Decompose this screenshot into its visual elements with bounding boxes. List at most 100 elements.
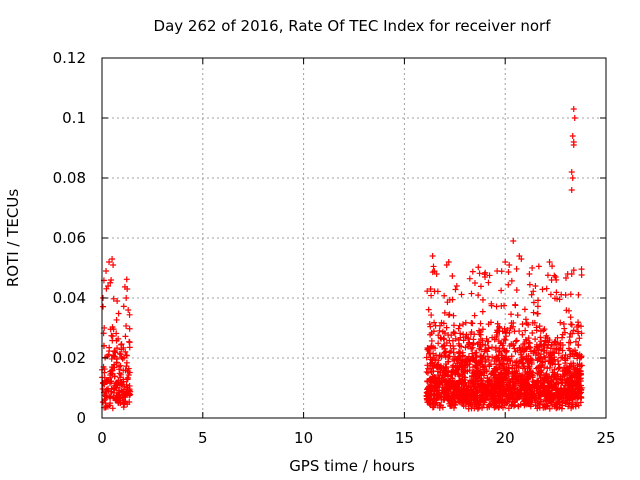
data-point	[430, 263, 437, 270]
data-point	[507, 358, 514, 365]
data-point	[498, 402, 505, 409]
data-point	[120, 404, 127, 411]
data-point	[109, 367, 116, 374]
data-point	[564, 394, 571, 401]
data-point	[541, 341, 548, 348]
x-tick-label: 20	[496, 429, 515, 447]
y-tick-label: 0	[76, 409, 86, 427]
data-point	[565, 377, 572, 384]
data-point	[124, 286, 131, 292]
data-point	[110, 326, 117, 333]
data-point	[553, 295, 560, 302]
data-point	[485, 321, 492, 328]
data-point	[477, 342, 484, 349]
data-point	[512, 301, 519, 308]
data-point	[492, 395, 499, 402]
data-point	[530, 299, 537, 306]
data-point	[430, 400, 437, 407]
data-point	[460, 337, 467, 344]
data-point	[578, 272, 585, 279]
data-point	[546, 259, 553, 265]
data-point	[457, 359, 464, 366]
data-point	[510, 342, 517, 349]
data-point	[565, 365, 572, 372]
data-point	[469, 268, 476, 275]
data-point	[555, 392, 562, 399]
y-axis-label: ROTI / TECUs	[4, 189, 22, 287]
data-point	[424, 288, 431, 295]
data-point	[99, 380, 106, 387]
data-point	[491, 358, 498, 365]
data-point	[494, 327, 501, 334]
data-point	[509, 365, 516, 372]
x-tick-label: 5	[198, 429, 208, 447]
data-point	[113, 337, 120, 344]
y-tick-label: 0.04	[53, 289, 86, 307]
data-point	[493, 375, 500, 382]
data-point	[570, 362, 577, 369]
data-point	[563, 395, 570, 402]
data-point	[544, 377, 551, 384]
data-point	[500, 361, 507, 368]
data-point	[537, 398, 544, 405]
data-point	[524, 359, 531, 366]
data-point	[555, 358, 562, 365]
data-point	[470, 356, 477, 363]
data-point	[513, 368, 520, 375]
data-point	[485, 379, 492, 386]
data-point	[444, 299, 451, 306]
data-point	[441, 367, 448, 374]
x-tick-label: 0	[97, 429, 107, 447]
data-point	[447, 371, 454, 378]
data-point	[573, 374, 580, 381]
data-point	[548, 277, 555, 283]
data-point	[567, 314, 574, 321]
data-point	[473, 349, 480, 356]
data-point	[546, 405, 553, 412]
data-point	[442, 394, 449, 401]
data-point	[441, 309, 448, 316]
data-point	[117, 362, 124, 369]
data-point	[477, 353, 484, 360]
data-point	[571, 368, 578, 375]
data-point	[534, 303, 541, 310]
data-point	[576, 335, 583, 342]
data-point	[118, 341, 125, 348]
data-point	[513, 265, 520, 272]
data-point	[452, 381, 459, 388]
data-point	[535, 384, 542, 391]
data-point	[105, 283, 112, 289]
data-point	[433, 271, 440, 277]
y-tick-label: 0.06	[53, 229, 86, 247]
data-point	[539, 358, 546, 365]
data-point	[426, 383, 433, 390]
data-point	[427, 331, 434, 338]
data-point	[553, 389, 560, 396]
data-point	[482, 357, 489, 364]
data-point	[542, 372, 549, 379]
data-point	[479, 308, 486, 315]
data-point	[572, 338, 579, 345]
data-point	[443, 262, 450, 268]
data-point	[535, 347, 542, 354]
data-point	[522, 316, 529, 323]
data-point	[568, 187, 575, 193]
data-point	[474, 367, 481, 374]
data-point	[450, 368, 457, 375]
data-point	[126, 325, 133, 332]
data-point	[436, 404, 443, 411]
data-point	[516, 358, 523, 365]
data-point	[498, 302, 505, 309]
data-point	[549, 263, 556, 270]
data-point	[485, 338, 492, 345]
data-point	[566, 334, 573, 341]
data-point	[118, 354, 125, 361]
data-point	[463, 357, 470, 364]
data-point	[527, 403, 534, 410]
data-point	[552, 274, 559, 280]
data-point	[115, 310, 122, 317]
data-point	[114, 298, 121, 304]
data-point	[572, 401, 579, 408]
data-point	[510, 238, 517, 244]
y-tick-label: 0.1	[62, 109, 86, 127]
